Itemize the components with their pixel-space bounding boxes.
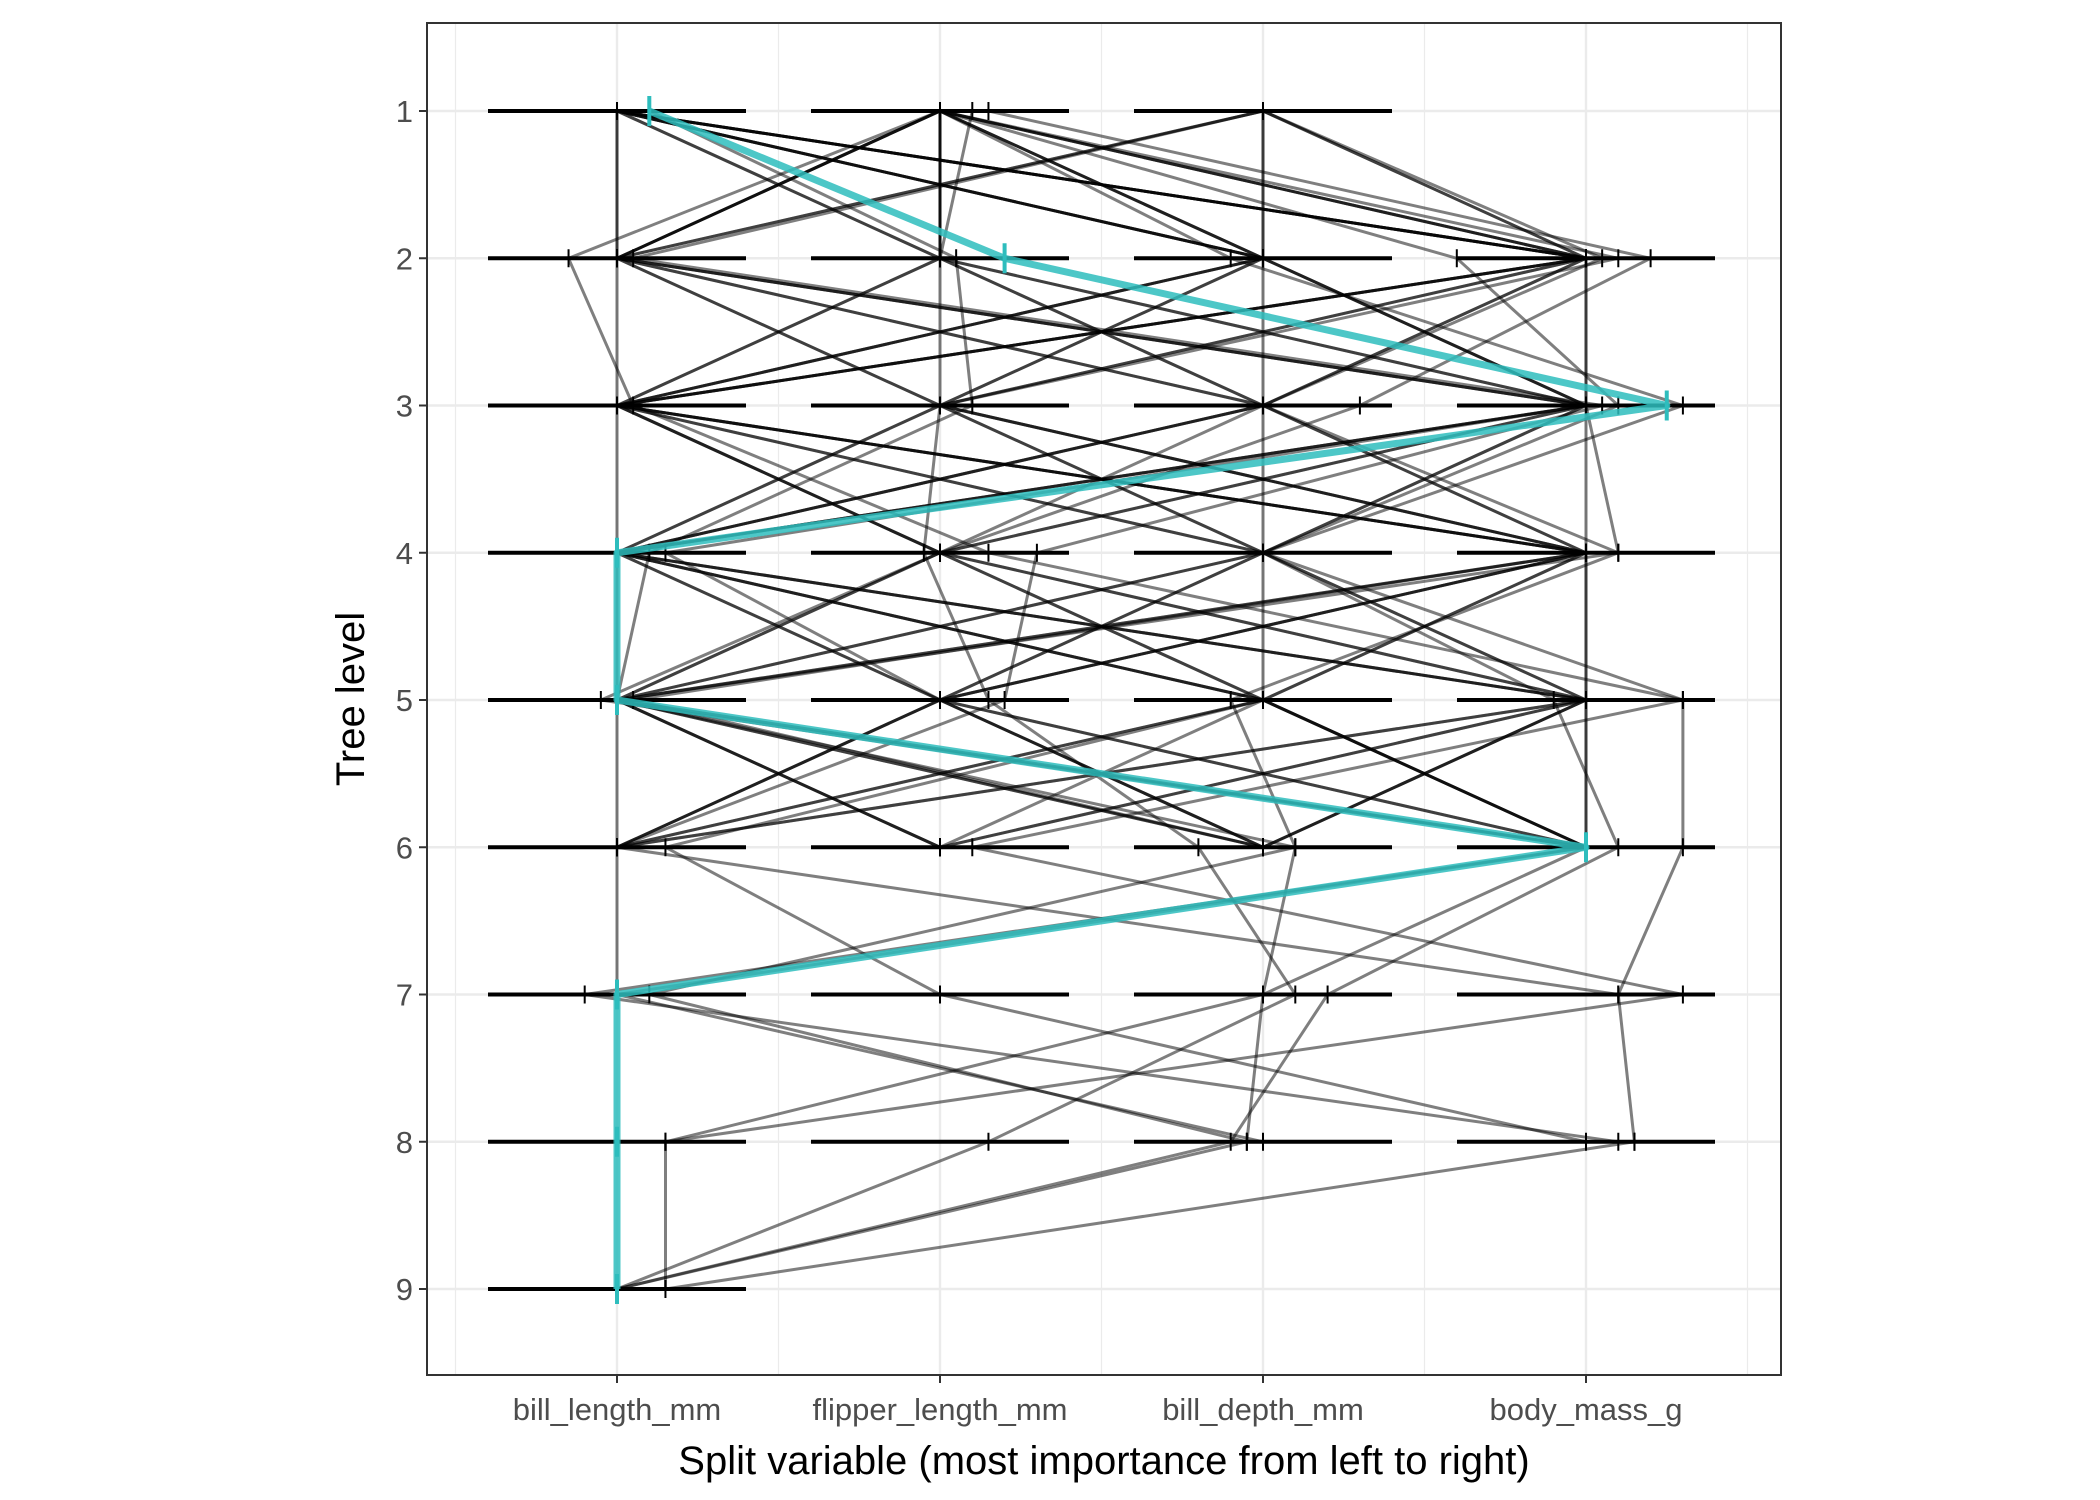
tree-path	[664, 109, 1689, 1291]
tree-path	[584, 109, 1656, 1144]
tree-path	[616, 109, 1588, 849]
tree-path	[566, 109, 1685, 1142]
y-tick-label: 5	[396, 683, 413, 718]
tree-path	[613, 109, 1588, 849]
y-tick-label: 3	[396, 389, 413, 424]
y-tick-label: 7	[396, 978, 413, 1013]
x-axis: bill_length_mm flipper_length_mm bill_dept…	[513, 1375, 1683, 1427]
y-tick-label: 9	[396, 1272, 413, 1307]
y-axis-title: Tree level	[329, 612, 373, 786]
x-tick-label: flipper_length_mm	[812, 1392, 1067, 1427]
tree-path	[612, 109, 1587, 849]
y-tick-label: 1	[396, 94, 413, 129]
y-tick-label: 8	[396, 1125, 413, 1160]
y-tick-label: 2	[396, 241, 413, 276]
x-tick-label: bill_depth_mm	[1162, 1392, 1364, 1427]
y-tick-label: 4	[396, 536, 413, 571]
y-axis: 1 2 3 4 5 6 7 8 9	[396, 94, 427, 1307]
x-tick-label: body_mass_g	[1489, 1392, 1682, 1427]
y-tick-label: 6	[396, 830, 413, 865]
highlight-layer	[613, 96, 1671, 1304]
x-tick-label: bill_length_mm	[513, 1392, 722, 1427]
tree-path	[612, 109, 1587, 849]
x-axis-title: Split variable (most importance from lef…	[678, 1439, 1529, 1483]
